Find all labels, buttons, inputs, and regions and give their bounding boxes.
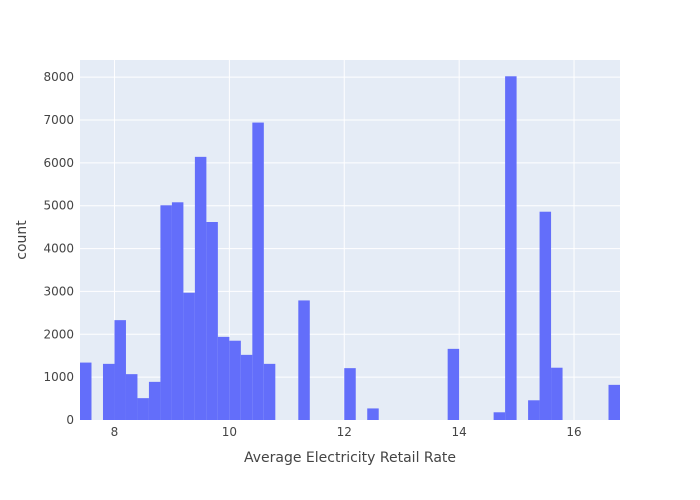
x-tick-label: 14: [452, 425, 467, 439]
x-tick-label: 16: [566, 425, 581, 439]
histogram-bar: [551, 367, 563, 420]
y-tick-label: 8000: [43, 70, 74, 84]
histogram-bar: [206, 222, 218, 420]
histogram-bar: [114, 320, 126, 420]
histogram-bar: [344, 368, 356, 420]
y-tick-label: 0: [66, 413, 74, 427]
y-tick-label: 1000: [43, 370, 74, 384]
y-axis-title: count: [14, 220, 30, 260]
histogram-bar: [217, 336, 230, 420]
y-tick-label: 2000: [43, 327, 74, 341]
histogram-bar: [171, 202, 184, 420]
histogram-bar: [148, 381, 161, 420]
bars: [80, 76, 620, 421]
histogram-bar: [125, 374, 138, 420]
y-tick-label: 6000: [43, 156, 74, 170]
histogram-bar: [608, 384, 620, 420]
histogram-bar: [102, 363, 115, 420]
histogram-bar: [493, 412, 506, 420]
histogram-bar: [252, 122, 264, 421]
histogram-bar: [137, 398, 149, 420]
y-tick-label: 4000: [43, 242, 74, 256]
histogram-bar: [528, 400, 540, 420]
x-tick-label: 12: [337, 425, 352, 439]
histogram-bar: [505, 76, 517, 421]
histogram-bar: [160, 205, 172, 420]
y-tick-label: 7000: [43, 113, 74, 127]
histogram-bar: [194, 156, 207, 420]
histogram-bar: [80, 362, 92, 420]
y-tick-label: 3000: [43, 284, 74, 298]
x-axis-ticks: 8 10 12 14 16: [111, 425, 582, 439]
histogram-bar: [183, 292, 195, 420]
y-tick-label: 5000: [43, 199, 74, 213]
histogram-bar: [539, 211, 552, 420]
histogram-bar: [447, 348, 460, 420]
histogram-bar: [263, 363, 276, 420]
histogram-bar: [240, 354, 253, 420]
histogram-bar: [229, 340, 241, 420]
x-tick-label: 8: [111, 425, 119, 439]
x-tick-label: 10: [222, 425, 237, 439]
histogram-bar: [298, 300, 310, 420]
y-axis-ticks: 0 1000 2000 3000 4000 5000 6000 7000 8000: [43, 70, 74, 427]
histogram-bar: [367, 408, 379, 420]
x-axis-title: Average Electricity Retail Rate: [244, 450, 456, 466]
